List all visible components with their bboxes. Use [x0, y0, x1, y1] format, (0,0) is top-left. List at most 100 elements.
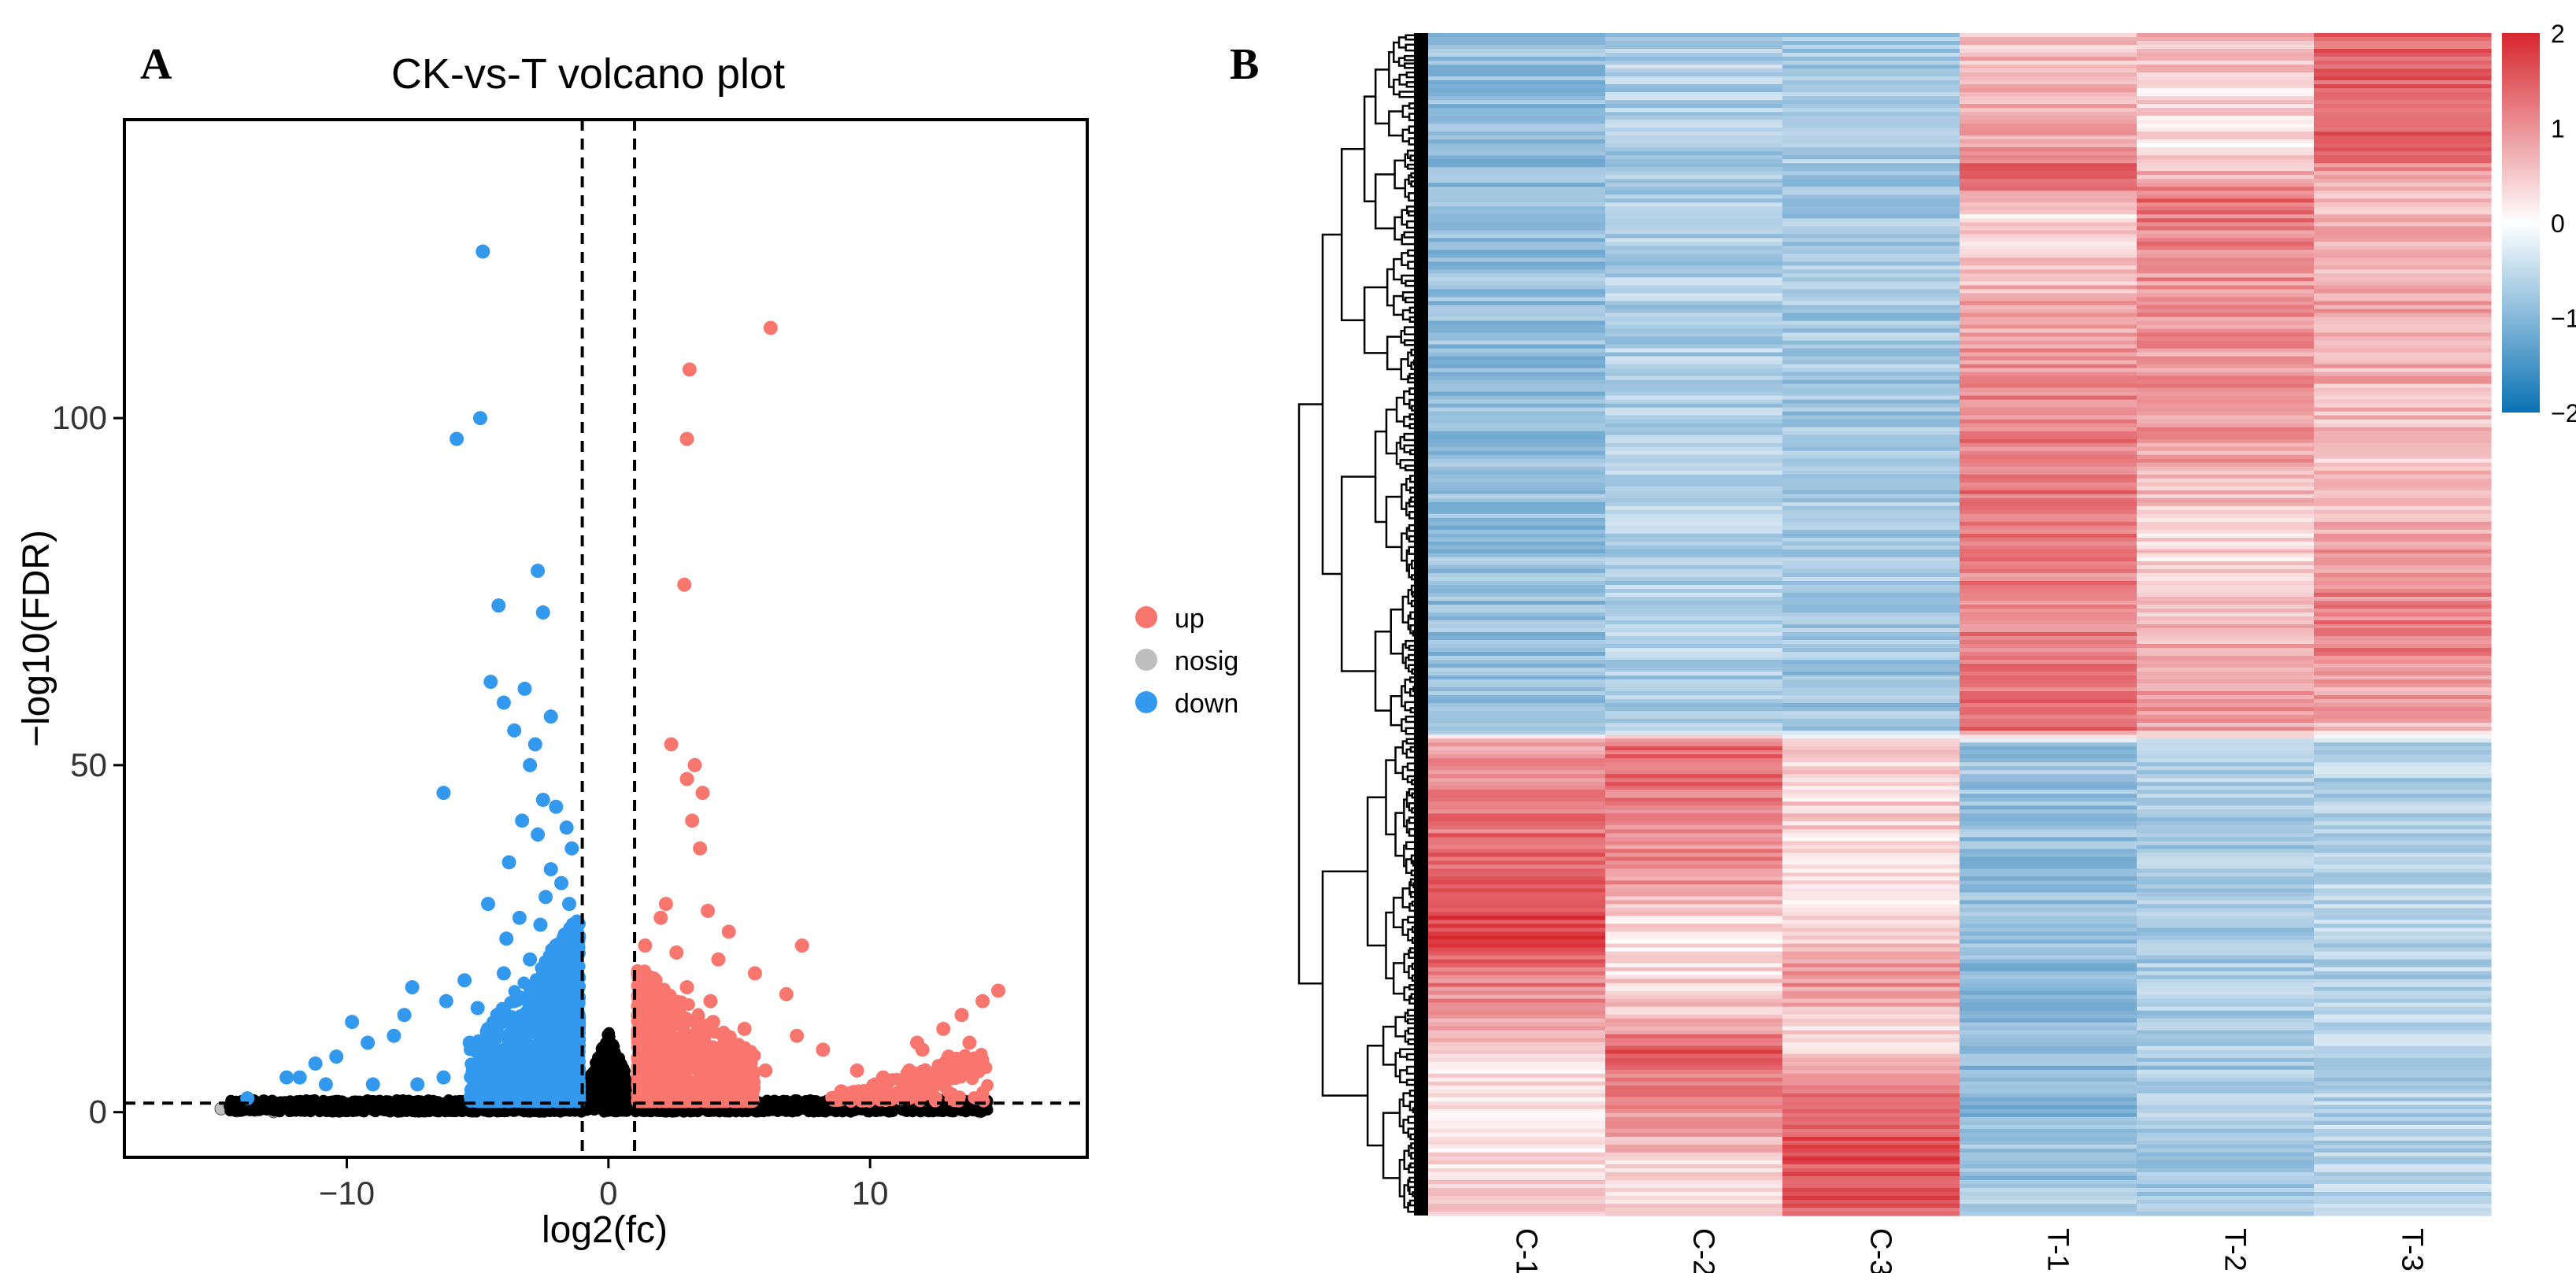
up-point [638, 1077, 651, 1090]
down-point [507, 994, 522, 1008]
up-point [656, 1035, 671, 1050]
down-point [561, 897, 576, 912]
nosig-point [584, 1076, 596, 1088]
up-point [703, 994, 718, 1008]
nosig-point [403, 1102, 415, 1114]
down-dense-cloud [463, 914, 587, 1108]
up-point [747, 966, 762, 981]
nosig-point [349, 1101, 361, 1113]
down-point [464, 1083, 477, 1097]
down-point [308, 1056, 323, 1071]
row-dendrogram [1297, 34, 1417, 1213]
down-point [345, 1015, 360, 1030]
dendrogram-branch [1401, 105, 1410, 118]
nosig-point [609, 1092, 621, 1104]
up-point [962, 1035, 977, 1050]
up-point [834, 1084, 849, 1099]
up-point [721, 924, 736, 939]
down-point [531, 1094, 545, 1108]
nosig-point [780, 1105, 792, 1117]
down-point [523, 952, 538, 967]
up-point [690, 1042, 705, 1057]
dendrogram-branch [1363, 95, 1376, 203]
up-point [790, 1028, 805, 1043]
down-point [361, 1035, 376, 1050]
nosig-point [593, 1076, 605, 1088]
nosig-point [609, 1047, 620, 1059]
dendrogram-branch [1405, 81, 1417, 88]
up-point [664, 737, 679, 752]
up-point [679, 431, 694, 446]
nosig-point [670, 1106, 682, 1118]
down-point [457, 973, 472, 988]
dendrogram-branch [1393, 78, 1400, 96]
dendrogram-branch [1393, 216, 1402, 241]
up-point [941, 1049, 956, 1064]
dendrogram-branch [1401, 209, 1408, 226]
dendrogram-branch [1405, 71, 1417, 79]
down-point [561, 924, 576, 939]
volcano-marks [124, 120, 1087, 1157]
down-point [515, 813, 530, 828]
down-point [535, 1024, 548, 1038]
dendrogram-branch [1405, 205, 1417, 215]
up-point [658, 897, 673, 912]
up-point [677, 1023, 690, 1036]
down-point [405, 980, 420, 995]
up-point [949, 1062, 962, 1075]
up-point [677, 577, 692, 592]
up-point [846, 1086, 859, 1100]
down-point [551, 986, 566, 1001]
down-point [527, 1008, 542, 1023]
down-point [564, 1058, 578, 1071]
up-point [664, 1008, 679, 1023]
down-point [535, 605, 550, 620]
down-point [527, 737, 542, 752]
down-point [439, 994, 453, 1008]
up-point [693, 841, 708, 856]
down-point [570, 1013, 583, 1027]
down-point [496, 966, 511, 981]
volcano-y-axis-label: −log10(FDR) [16, 530, 57, 747]
up-point [640, 1021, 655, 1036]
nosig-point [764, 1104, 775, 1116]
up-point [720, 1035, 733, 1049]
dendrogram-branch [1393, 159, 1405, 190]
up-point [664, 1071, 677, 1085]
up-point [936, 1021, 951, 1036]
dendrogram-branch [1393, 41, 1400, 63]
down-point [292, 1070, 307, 1085]
up-point [731, 1049, 746, 1064]
heatmap-panel: B C-1 C-2 C-3 T-1 T-2 T-3 210−1−2 [1230, 20, 2576, 1273]
down-point [472, 411, 487, 426]
down-point [499, 931, 514, 946]
up-point [635, 966, 650, 981]
panel-label-a: A [140, 40, 172, 89]
dendrogram-branch [1403, 326, 1417, 335]
down-point [483, 675, 498, 690]
down-point [530, 986, 543, 1000]
nosig-point [602, 1059, 614, 1071]
up-point [737, 1021, 752, 1036]
down-point [513, 1086, 527, 1099]
down-point [543, 709, 558, 724]
down-point [491, 1063, 506, 1078]
legend-nosig-label: nosig [1175, 646, 1238, 676]
down-point [523, 757, 538, 772]
nosig-point [601, 1038, 613, 1049]
legend-nosig-swatch [1135, 649, 1157, 671]
up-point [648, 973, 663, 988]
up-point [679, 1035, 693, 1049]
up-point [680, 1012, 694, 1025]
up-point [653, 910, 668, 925]
up-point [660, 986, 673, 1000]
volcano-x-axis-label: log2(fc) [542, 1209, 668, 1251]
down-point [436, 786, 451, 801]
down-point [534, 1078, 547, 1091]
up-point [991, 983, 1006, 998]
nosig-point [704, 1105, 716, 1117]
dendrogram-branch [1401, 233, 1417, 246]
down-point [571, 945, 584, 958]
